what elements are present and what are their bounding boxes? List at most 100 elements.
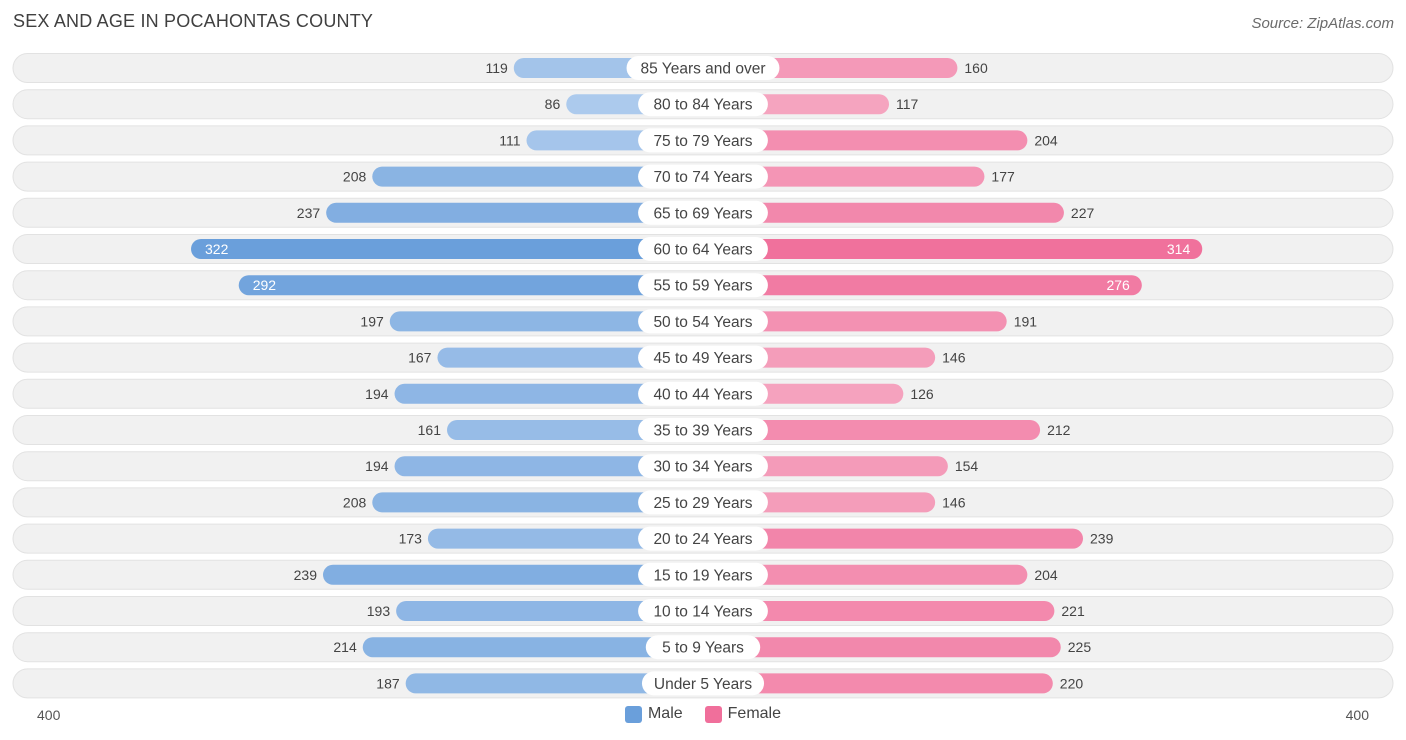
bar-male xyxy=(362,637,703,658)
value-label-female: 227 xyxy=(1071,205,1095,221)
legend-item-male[interactable]: Male xyxy=(624,705,683,723)
bar-female xyxy=(703,637,1061,658)
category-label: 15 to 19 Years xyxy=(653,567,752,584)
value-label-female: 146 xyxy=(942,350,966,366)
value-label-male: 187 xyxy=(376,675,400,691)
population-pyramid-chart: 119 160 85 Years and over 86 117 80 to 84 Yea… xyxy=(12,53,1394,699)
value-label-female: 117 xyxy=(896,96,919,112)
value-label-male: 197 xyxy=(360,313,384,329)
category-label-bg xyxy=(638,418,768,442)
value-label-male: 208 xyxy=(343,169,367,185)
bar-male xyxy=(389,311,703,332)
category-label: 75 to 79 Years xyxy=(653,133,752,150)
category-label-bg xyxy=(638,200,768,225)
value-label-male: 111 xyxy=(499,132,520,148)
category-label: 5 to 9 Years xyxy=(662,640,744,657)
category-label: 70 to 74 Years xyxy=(653,169,752,186)
value-label-male: 214 xyxy=(333,639,357,655)
category-label: 30 to 34 Years xyxy=(653,459,752,476)
legend-label-female: Female xyxy=(727,705,782,722)
legend-swatch-female xyxy=(704,705,722,723)
category-label: 60 to 64 Years xyxy=(653,242,752,259)
bar-female xyxy=(703,311,1007,332)
legend: Male Female xyxy=(0,705,1406,723)
bar-female xyxy=(703,601,1055,621)
category-label: 40 to 44 Years xyxy=(653,386,752,403)
value-label-female: 220 xyxy=(1060,675,1084,691)
category-label: 55 to 59 Years xyxy=(653,278,752,295)
bar-female xyxy=(703,130,1028,151)
bar-female xyxy=(703,528,1084,549)
value-label-male: 194 xyxy=(365,386,389,402)
bar-male xyxy=(372,166,703,187)
bar-male xyxy=(238,275,703,296)
value-label-female: 204 xyxy=(1034,567,1058,583)
source-label: Source: ZipAtlas.com xyxy=(1251,15,1394,32)
value-label-female: 225 xyxy=(1068,639,1092,655)
bar-male xyxy=(427,528,703,549)
value-label-male: 239 xyxy=(294,567,318,583)
category-label-bg xyxy=(641,671,765,696)
category-label-bg xyxy=(638,128,768,153)
value-label-female: 160 xyxy=(964,60,988,76)
value-label-male: 193 xyxy=(367,603,391,619)
category-label: 20 to 24 Years xyxy=(653,531,752,548)
category-label-bg xyxy=(638,273,768,298)
category-label: 85 Years and over xyxy=(641,61,766,78)
value-label-female: 276 xyxy=(1106,277,1130,293)
value-label-female: 204 xyxy=(1034,132,1058,148)
value-label-female: 191 xyxy=(1014,313,1038,329)
category-label: 10 to 14 Years xyxy=(653,604,752,621)
category-label: 35 to 39 Years xyxy=(653,423,752,440)
bar-male xyxy=(191,239,703,259)
bar-female xyxy=(703,202,1064,223)
value-label-male: 322 xyxy=(205,241,229,257)
category-label: 50 to 54 Years xyxy=(653,314,752,331)
bar-male xyxy=(372,492,703,513)
category-label-bg xyxy=(638,237,768,261)
value-label-female: 177 xyxy=(991,169,1015,185)
axis-min-label: 400 xyxy=(37,707,61,723)
value-label-male: 292 xyxy=(253,277,277,293)
bar-male xyxy=(396,601,703,621)
bar-female xyxy=(703,166,985,187)
bar-male xyxy=(322,564,703,585)
axis-max-label: 400 xyxy=(1345,707,1369,723)
category-label: 80 to 84 Years xyxy=(653,97,752,114)
category-label-bg xyxy=(645,635,761,660)
category-label-bg xyxy=(638,562,768,587)
legend-swatch-male xyxy=(624,705,642,723)
legend-item-female[interactable]: Female xyxy=(704,705,782,723)
category-label-bg xyxy=(638,490,768,515)
category-label: 25 to 29 Years xyxy=(653,495,752,512)
value-label-male: 167 xyxy=(408,350,432,366)
category-label: 45 to 49 Years xyxy=(653,350,752,367)
category-label-bg xyxy=(638,381,768,406)
legend-label-male: Male xyxy=(647,705,683,722)
bar-female xyxy=(703,275,1142,296)
value-label-male: 119 xyxy=(485,60,508,76)
category-label-bg xyxy=(638,599,768,623)
category-label-bg xyxy=(638,526,768,551)
category-label-bg xyxy=(638,454,768,479)
value-label-female: 314 xyxy=(1167,241,1191,257)
category-label: Under 5 Years xyxy=(654,676,752,693)
bar-female xyxy=(703,420,1041,440)
bar-male xyxy=(326,202,703,223)
value-label-male: 173 xyxy=(399,531,423,547)
bar-female xyxy=(703,564,1028,585)
value-label-female: 221 xyxy=(1061,603,1085,619)
category-label-bg xyxy=(638,164,768,189)
bar-female xyxy=(703,673,1053,694)
bar-male xyxy=(437,347,703,368)
value-label-female: 154 xyxy=(955,458,979,474)
category-label: 65 to 69 Years xyxy=(653,205,752,222)
bar-female xyxy=(703,239,1203,259)
value-label-male: 237 xyxy=(297,205,321,221)
bar-male xyxy=(394,456,703,477)
value-label-female: 146 xyxy=(942,494,966,510)
value-label-female: 126 xyxy=(910,386,934,402)
category-label-bg xyxy=(626,56,780,80)
value-label-male: 161 xyxy=(418,422,442,438)
value-label-female: 212 xyxy=(1047,422,1071,438)
